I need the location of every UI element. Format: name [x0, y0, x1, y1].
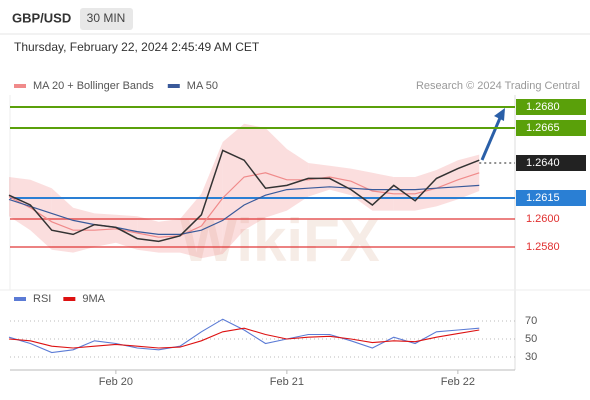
y-tick-label: 50 — [525, 333, 537, 345]
x-tick-label: Feb 21 — [270, 376, 304, 388]
y-tick-label: 70 — [525, 315, 537, 327]
legend-swatch — [63, 297, 76, 301]
level-label: 1.2600 — [526, 213, 560, 225]
timeframe[interactable]: 30 MIN — [87, 11, 126, 25]
symbol: GBP/USD — [12, 10, 71, 25]
legend-swatch — [167, 84, 180, 88]
bollinger-band — [51, 188, 74, 253]
datetime: Thursday, February 22, 2024 2:45:49 AM C… — [14, 40, 260, 54]
bollinger-band — [222, 123, 245, 254]
forecast-arrow — [480, 117, 502, 161]
timeframe-box[interactable] — [80, 8, 133, 30]
legend-swatch — [14, 297, 26, 301]
credit: Research © 2024 Trading Central — [416, 80, 580, 92]
y-tick-label: 30 — [525, 351, 537, 363]
forecast-arrowhead — [494, 108, 505, 121]
ma-line — [8, 172, 480, 238]
bollinger-band — [158, 219, 180, 253]
level-label-box — [516, 190, 586, 206]
bollinger-band — [9, 177, 31, 231]
bollinger-band — [137, 216, 159, 253]
level-label-box — [516, 155, 586, 171]
level-label-box — [516, 120, 586, 136]
level-label: 1.2615 — [526, 192, 560, 204]
level-label-box — [516, 99, 586, 115]
level-label: 1.2665 — [526, 122, 560, 134]
indicator-line — [8, 327, 480, 349]
legend-label: MA 50 — [187, 80, 218, 92]
level-label: 1.2680 — [526, 101, 560, 113]
bollinger-band — [265, 128, 287, 218]
x-tick-label: Feb 22 — [441, 376, 475, 388]
legend-swatch — [14, 84, 26, 88]
bollinger-band — [351, 168, 373, 211]
ma-line — [8, 184, 480, 235]
bollinger-band — [201, 142, 223, 259]
legend-label: RSI — [33, 293, 51, 305]
bollinger-band — [244, 123, 266, 231]
level-label: 1.2580 — [526, 241, 560, 253]
level-label: 1.2640 — [526, 157, 560, 169]
price-line — [8, 149, 480, 243]
indicator-line — [8, 318, 480, 354]
bollinger-band — [94, 213, 116, 247]
x-tick-label: Feb 20 — [99, 376, 133, 388]
bollinger-band — [372, 172, 394, 211]
legend-label: 9MA — [82, 293, 105, 305]
legend-label: MA 20 + Bollinger Bands — [33, 80, 154, 92]
